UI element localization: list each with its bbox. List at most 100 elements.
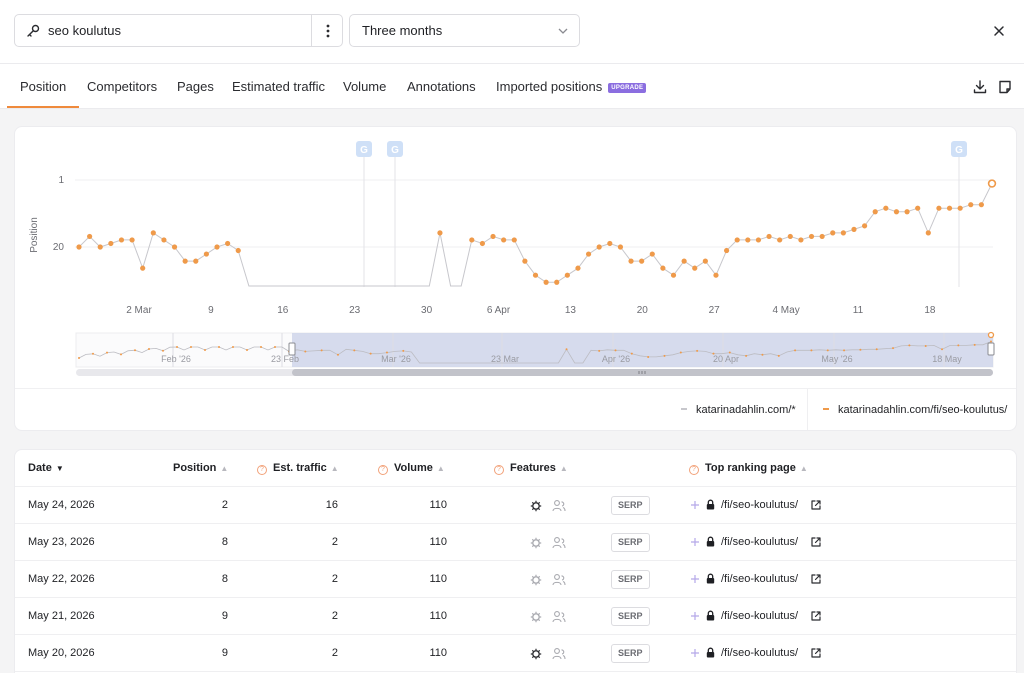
navigator-scrollbar-thumb[interactable] [292,369,993,376]
people-also-ask-icon[interactable] [552,573,566,586]
data-point[interactable] [225,240,231,247]
plus-icon[interactable] [690,648,700,658]
data-point[interactable] [883,205,889,211]
data-point[interactable] [968,202,974,208]
data-point[interactable] [171,244,178,250]
keyword-text[interactable]: seo koulutus [48,23,121,38]
data-point[interactable] [925,230,931,236]
table-row[interactable]: May 20, 2026 9 2 110 SERP /fi/seo-koulut… [15,635,1016,672]
external-link-icon[interactable] [810,573,822,585]
navigator-handle-left[interactable] [288,342,296,356]
table-row[interactable]: May 22, 2026 8 2 110 SERP /fi/seo-koulut… [15,561,1016,598]
sitelinks-icon[interactable] [530,648,542,660]
table-row[interactable]: May 21, 2026 9 2 110 SERP /fi/seo-koulut… [15,598,1016,635]
table-row[interactable]: May 24, 2026 2 16 110 SERP /fi/seo-koulu… [15,487,1016,524]
column-header-date[interactable]: Date ▼ [28,462,64,474]
data-point[interactable] [660,265,666,271]
data-point[interactable] [532,272,539,278]
people-also-ask-icon[interactable] [552,647,566,660]
data-point[interactable] [915,205,921,211]
column-header-top-page[interactable]: ? Top ranking page ▲ [689,462,808,475]
note-icon[interactable] [997,79,1013,95]
cell-top-page-link[interactable]: /fi/seo-koulutus/ [721,573,799,585]
cell-top-page-link[interactable]: /fi/seo-koulutus/ [721,536,799,548]
legend-item-page[interactable]: katarinadahlin.com/fi/seo-koulutus/ [823,404,1007,416]
serp-button[interactable]: SERP [611,607,650,626]
data-point[interactable] [161,237,167,243]
sitelinks-icon[interactable] [530,500,542,512]
data-point[interactable] [819,233,825,240]
data-point[interactable] [585,251,592,257]
tab-annotations[interactable]: Annotations [407,79,476,94]
plus-icon[interactable] [690,611,700,621]
external-link-icon[interactable] [810,536,822,548]
help-icon[interactable]: ? [494,465,504,475]
data-point[interactable] [150,230,156,236]
data-point[interactable] [501,237,507,243]
column-header-features[interactable]: ? Features ▲ [494,462,568,475]
data-point[interactable] [872,209,878,215]
legend-item-domain[interactable]: katarinadahlin.com/* [681,404,796,416]
close-icon[interactable] [990,22,1008,40]
more-options-button[interactable] [312,15,343,46]
data-point[interactable] [437,230,443,236]
data-point[interactable] [702,258,708,264]
external-link-icon[interactable] [810,610,822,622]
tab-imported-positions[interactable]: Imported positions UPGRADE [496,79,647,94]
data-point[interactable] [235,247,241,254]
data-point[interactable] [97,244,103,250]
data-point[interactable] [946,205,953,211]
data-point[interactable] [607,240,613,247]
data-point[interactable] [649,251,655,257]
plus-icon[interactable] [690,500,700,510]
help-icon[interactable]: ? [689,465,699,475]
data-point[interactable] [957,205,963,211]
data-point[interactable] [798,237,804,243]
position-chart[interactable]: Position 1 20 2 Mar 9 16 23 30 6 Apr 13 20 27 4 M… [15,127,1016,387]
annotation-marker[interactable] [951,141,967,157]
serp-button[interactable]: SERP [611,570,650,589]
table-row[interactable]: May 23, 2026 8 2 110 SERP /fi/seo-koulut… [15,524,1016,561]
data-point[interactable] [118,237,125,243]
data-point[interactable] [830,230,836,236]
data-point[interactable] [108,240,114,247]
date-range-select[interactable]: Three months [349,14,580,47]
navigator-handle-right[interactable] [987,342,995,356]
data-point[interactable] [76,244,82,250]
help-icon[interactable]: ? [378,465,388,475]
cell-top-page-link[interactable]: /fi/seo-koulutus/ [721,647,799,659]
data-point[interactable] [628,258,634,264]
data-point[interactable] [214,244,220,250]
serp-button[interactable]: SERP [611,496,650,515]
data-point[interactable] [766,233,772,240]
data-point[interactable] [87,233,93,240]
data-point[interactable] [670,272,677,278]
cell-top-page-link[interactable]: /fi/seo-koulutus/ [721,610,799,622]
data-point[interactable] [575,265,581,271]
annotation-marker[interactable] [356,141,372,157]
data-point[interactable] [692,265,698,271]
data-point[interactable] [564,272,570,278]
data-point[interactable] [511,237,517,243]
tab-pages[interactable]: Pages [177,79,214,94]
data-point[interactable] [182,258,188,264]
sitelinks-icon[interactable] [530,537,542,549]
data-point[interactable] [490,233,496,240]
external-link-icon[interactable] [810,499,822,511]
data-point-latest[interactable] [987,179,997,188]
plus-icon[interactable] [690,537,700,547]
data-point[interactable] [129,237,135,243]
data-point[interactable] [713,272,719,278]
data-point[interactable] [893,209,900,215]
serp-button[interactable]: SERP [611,644,650,663]
data-point[interactable] [522,258,528,264]
tab-volume[interactable]: Volume [343,79,387,94]
data-point[interactable] [681,258,687,264]
data-point[interactable] [203,251,209,257]
people-also-ask-icon[interactable] [552,610,566,623]
data-point[interactable] [904,209,910,215]
data-point[interactable] [840,230,846,236]
column-header-position[interactable]: Position ▲ [173,462,228,474]
tab-estimated-traffic[interactable]: Estimated traffic [232,79,325,94]
sitelinks-icon[interactable] [530,574,542,586]
